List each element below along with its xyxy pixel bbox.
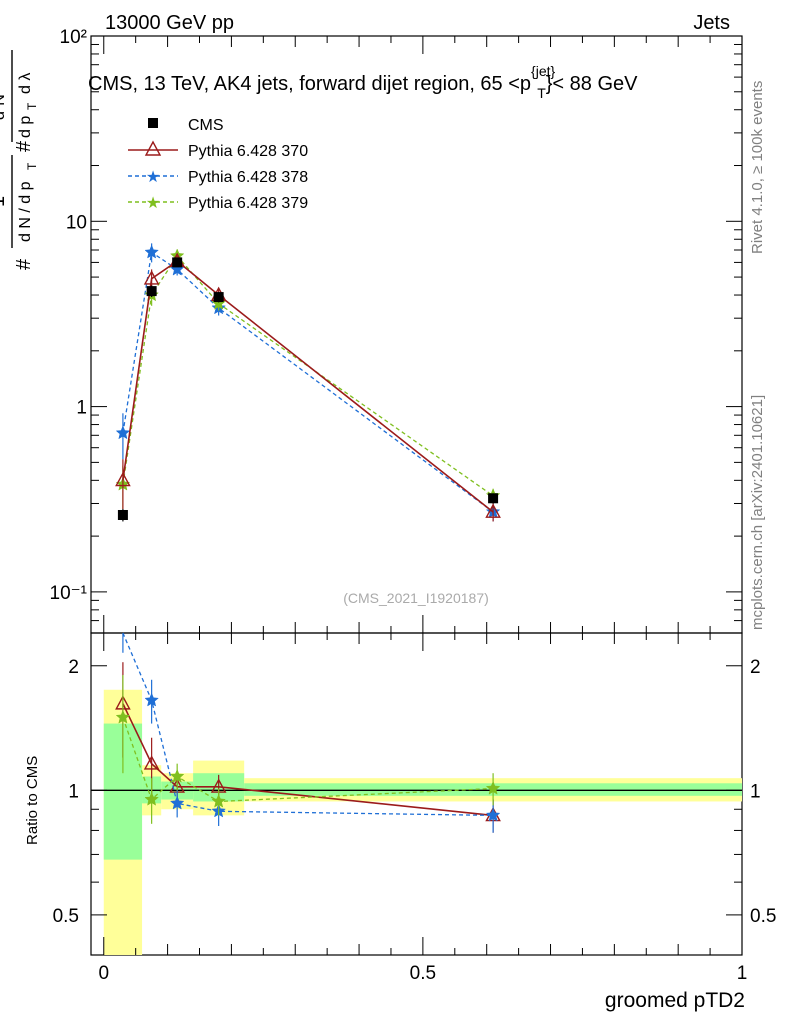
main-point-378 [169,261,185,276]
ratio-series-layer [115,632,501,833]
ratio-point-378 [169,795,185,810]
main-point-cms [488,493,499,504]
main-point-370 [115,471,131,487]
svg-text:T: T [25,102,39,110]
ratio-ytick-label-left: 2 [68,657,79,678]
ratio-point-379 [144,791,159,806]
main-point-cms [213,292,224,303]
legend-label-370: Pythia 6.428 370 [188,143,308,160]
main-ytick-label: 1 [76,398,87,419]
legend-label-379: Pythia 6.428 379 [188,195,308,212]
main-point-cms [146,286,157,297]
legend-label-378: Pythia 6.428 378 [188,169,308,186]
side-rivet-text: Rivet 4.1.0, ≥ 100k events [749,81,766,254]
ratio-point-378 [485,807,501,822]
ratio-point-379 [485,780,501,795]
ratio-point-370 [143,755,160,770]
ratio-point-379 [211,793,226,808]
ratio-ytick-label-right: 2 [750,657,761,678]
ratio-point-379 [115,709,131,724]
main-series-line [122,251,494,513]
analysis-watermark: (CMS_2021_I1920187) [343,590,489,606]
legend-label-cms: CMS [188,117,224,134]
ratio-ytick-label-right: 0.5 [750,906,776,927]
ratio-point-379 [169,768,185,783]
svg-text:#: # [13,258,35,270]
main-ytick-label: 10 [66,212,87,233]
ratio-ytick-label-right: 1 [750,781,761,802]
ratio-xtick-label: 0 [98,963,109,984]
header-jets: Jets [693,12,730,34]
main-point-cms [172,257,183,268]
header-energy: 13000 GeV pp [105,12,234,34]
svg-text:#: # [13,140,35,152]
main-point-379 [211,295,226,310]
main-point-378 [115,425,131,440]
ratio-uncertainty-bands [91,689,743,955]
legend-marker-cms [148,118,158,128]
main-series-layer [115,243,501,522]
ratio-ylabel: Ratio to CMS [24,756,41,845]
plot-title: CMS, 13 TeV, AK4 jets, forward dijet reg… [88,63,638,101]
legend-marker-370 [144,140,162,156]
main-ytick-label: 10² [60,27,87,48]
legend: CMS Pythia 6.428 370 ★ Pythia 6.428 378 … [128,117,308,212]
ratio-ytick-label-left: 1 [68,781,79,802]
main-ytick-label: 10⁻¹ [50,583,88,604]
ratio-xtick-label: 0.5 [410,963,436,984]
axis-ticks: 10⁻¹ 1 10 10² 0.5 0.5 1 1 2 2 0 0.5 1 [50,27,777,984]
main-point-378 [144,244,159,259]
svg-text:d p: d p [17,116,34,138]
main-series-line [122,254,494,497]
main-series-line [122,260,494,513]
x-axis-label: groomed pTD2 [605,989,745,1012]
svg-text:T: T [25,162,39,170]
svg-text:d λ: d λ [17,73,34,94]
ratio-ytick-label-left: 0.5 [53,906,79,927]
legend-marker-378: ★ [146,169,160,186]
svg-text:d²N: d²N [0,94,8,120]
ratio-point-378 [144,692,159,707]
svg-text:1: 1 [0,196,9,207]
side-mcplots-text: mcplots.cern.ch [arXiv:2401.10621] [749,395,766,630]
svg-text:d N / d p: d N / d p [17,181,34,242]
main-ylabel: # d N / d p T # d p T d λ 1 d²N [0,50,39,270]
main-point-cms [117,509,128,520]
legend-marker-379: ★ [146,195,160,212]
main-point-370 [485,503,501,518]
ratio-xtick-label: 1 [737,963,748,984]
main-point-370 [143,270,160,285]
